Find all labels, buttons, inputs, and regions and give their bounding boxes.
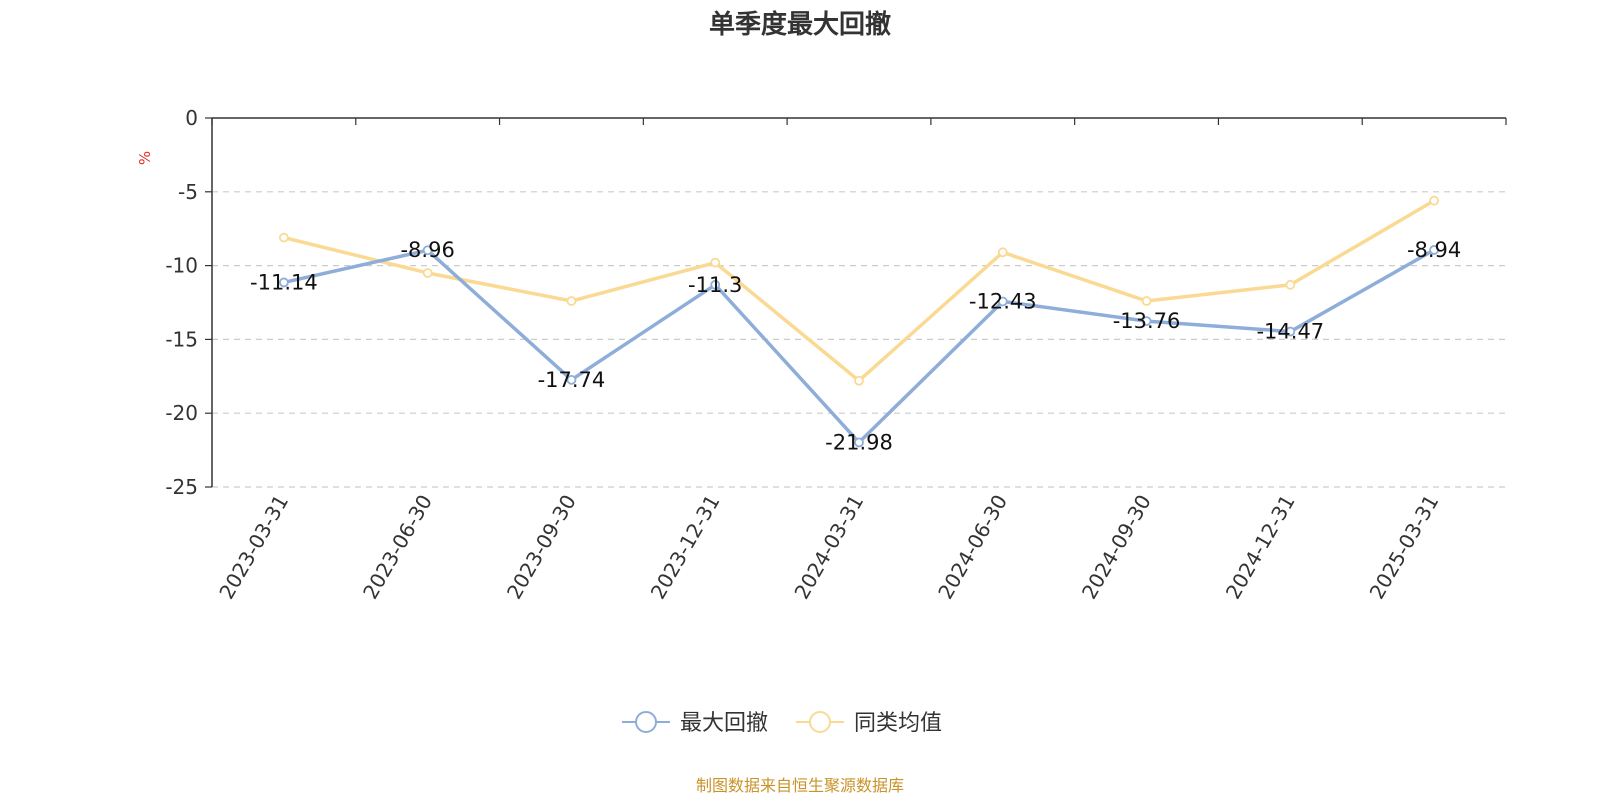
x-tick-label: 2023-06-30 — [358, 490, 437, 603]
x-tick-label: 2023-03-31 — [214, 491, 293, 604]
data-label: -21.98 — [825, 430, 893, 454]
data-point[interactable] — [1141, 316, 1152, 326]
data-point[interactable] — [566, 374, 577, 385]
data-point[interactable] — [278, 232, 289, 243]
y-tick-label: -10 — [165, 254, 198, 278]
data-label: -12.43 — [969, 289, 1037, 313]
x-tick-label: 2023-12-31 — [646, 491, 725, 604]
data-labels: -11.14 -8.96 -17.74 -11.3 -21.98 -12.43 -13.76… — [250, 238, 1461, 454]
x-tick-label: 2025-03-31 — [1365, 491, 1444, 604]
x-tick-label: 2024-03-31 — [789, 491, 868, 604]
data-point[interactable] — [422, 245, 433, 256]
data-label: -14.47 — [1256, 320, 1324, 344]
legend-item[interactable]: 最大回撤 — [622, 711, 768, 736]
data-point[interactable] — [997, 247, 1008, 258]
data-point[interactable] — [710, 257, 721, 268]
chart-title: 单季度最大回撤 — [709, 9, 891, 40]
x-tick-label: 2023-09-30 — [502, 491, 581, 604]
data-point[interactable] — [1285, 326, 1296, 337]
data-point[interactable] — [1285, 279, 1296, 290]
data-label: -8.94 — [1407, 238, 1461, 262]
y-tick-label: -25 — [165, 475, 198, 499]
y-tick-labels: 0 -5 -10 -15 -20 -25 — [165, 106, 198, 499]
legend-label: 同类均值 — [854, 711, 942, 736]
data-point[interactable] — [566, 296, 577, 306]
data-point[interactable] — [854, 437, 864, 448]
legend-marker-icon — [635, 711, 657, 733]
source-note: 制图数据来自恒生聚源数据库 — [696, 776, 904, 795]
grid-lines — [212, 191, 1506, 488]
data-point[interactable] — [278, 277, 289, 288]
legend-marker-icon — [809, 711, 831, 733]
y-tick-label: -15 — [165, 327, 198, 351]
data-point[interactable] — [422, 268, 433, 278]
data-point[interactable] — [710, 279, 721, 290]
data-label: -11.14 — [250, 270, 318, 294]
data-point[interactable] — [1141, 296, 1152, 306]
data-point[interactable] — [1429, 195, 1440, 206]
data-label: -8.96 — [400, 238, 454, 262]
series-lines — [278, 195, 1440, 448]
y-tick-label: -20 — [165, 401, 198, 425]
data-point[interactable] — [1429, 245, 1440, 255]
data-label: -17.74 — [538, 368, 606, 392]
legend[interactable]: 最大回撤 同类均值 — [622, 711, 942, 736]
data-label: -11.3 — [688, 273, 742, 297]
data-point[interactable] — [854, 375, 864, 386]
legend-label: 最大回撤 — [680, 711, 768, 736]
y-tick-label: -5 — [178, 180, 198, 204]
x-tick-labels: 2023-03-31 2023-06-30 2023-09-30 2023-12-31… — [214, 490, 1443, 603]
x-tick-label: 2024-12-31 — [1221, 491, 1300, 604]
legend-item[interactable]: 同类均值 — [796, 711, 942, 736]
x-tick-label: 2024-09-30 — [1077, 491, 1156, 604]
series-line-2 — [283, 199, 1435, 383]
data-point[interactable] — [997, 296, 1008, 307]
data-label: -13.76 — [1113, 309, 1181, 333]
x-tick-label: 2024-06-30 — [933, 491, 1012, 604]
y-tick-label: 0 — [185, 106, 198, 130]
y-axis-unit: % — [136, 151, 154, 165]
axes — [205, 117, 1507, 488]
